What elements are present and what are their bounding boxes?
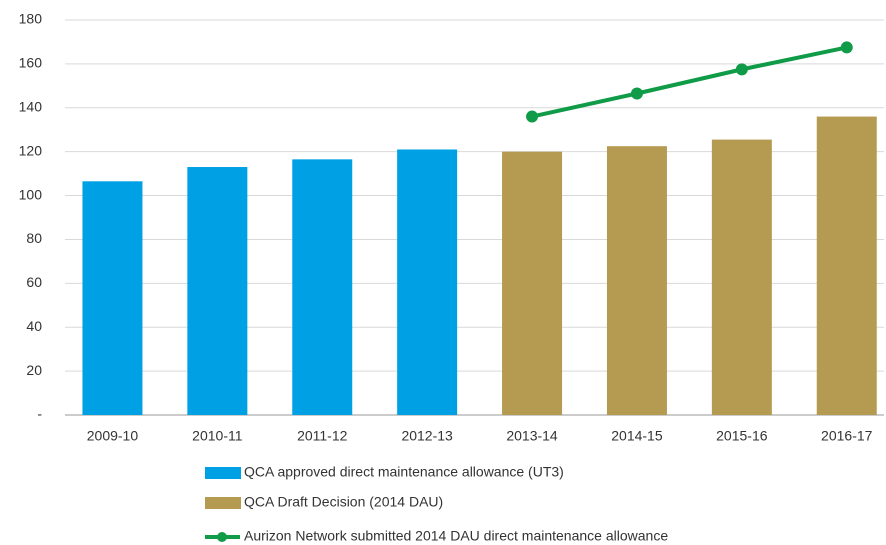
x-tick-label: 2016-17 (821, 428, 873, 444)
line-marker (526, 110, 539, 123)
bar (187, 167, 248, 415)
legend-label: QCA approved direct maintenance allowanc… (244, 464, 564, 480)
y-tick-label: 160 (19, 55, 43, 71)
y-tick-label: - (37, 406, 42, 422)
line-marker (630, 87, 643, 100)
x-tick-label: 2014-15 (611, 428, 663, 444)
y-tick-label: 120 (19, 142, 43, 158)
x-tick-label: 2010-11 (192, 428, 243, 444)
y-tick-label: 180 (19, 11, 43, 27)
x-tick-label: 2013-14 (506, 428, 558, 444)
line-marker (840, 41, 853, 54)
y-tick-label: 140 (19, 98, 43, 114)
bar (606, 146, 667, 416)
bar (711, 139, 772, 415)
y-tick-label: 80 (26, 230, 42, 246)
x-tick-label: 2011-12 (297, 428, 348, 444)
bar (397, 149, 458, 415)
legend-swatch (205, 497, 241, 509)
legend-swatch (205, 467, 241, 479)
line-marker (735, 63, 748, 76)
bar (82, 181, 143, 415)
line (531, 45, 848, 119)
y-tick-label: 100 (19, 186, 43, 202)
x-tick-label: 2012-13 (401, 428, 453, 444)
x-tick-label: 2015-16 (716, 428, 768, 444)
legend-label: Aurizon Network submitted 2014 DAU direc… (244, 528, 668, 544)
bar (502, 151, 563, 415)
legend-swatch-marker (217, 532, 227, 542)
legend-label: QCA Draft Decision (2014 DAU) (244, 494, 443, 510)
x-tick-label: 2009-10 (87, 428, 139, 444)
bar (816, 116, 877, 416)
y-tick-label: 20 (26, 362, 42, 378)
y-tick-label: 40 (26, 318, 42, 334)
bar (292, 159, 353, 415)
y-tick-label: 60 (26, 274, 42, 290)
